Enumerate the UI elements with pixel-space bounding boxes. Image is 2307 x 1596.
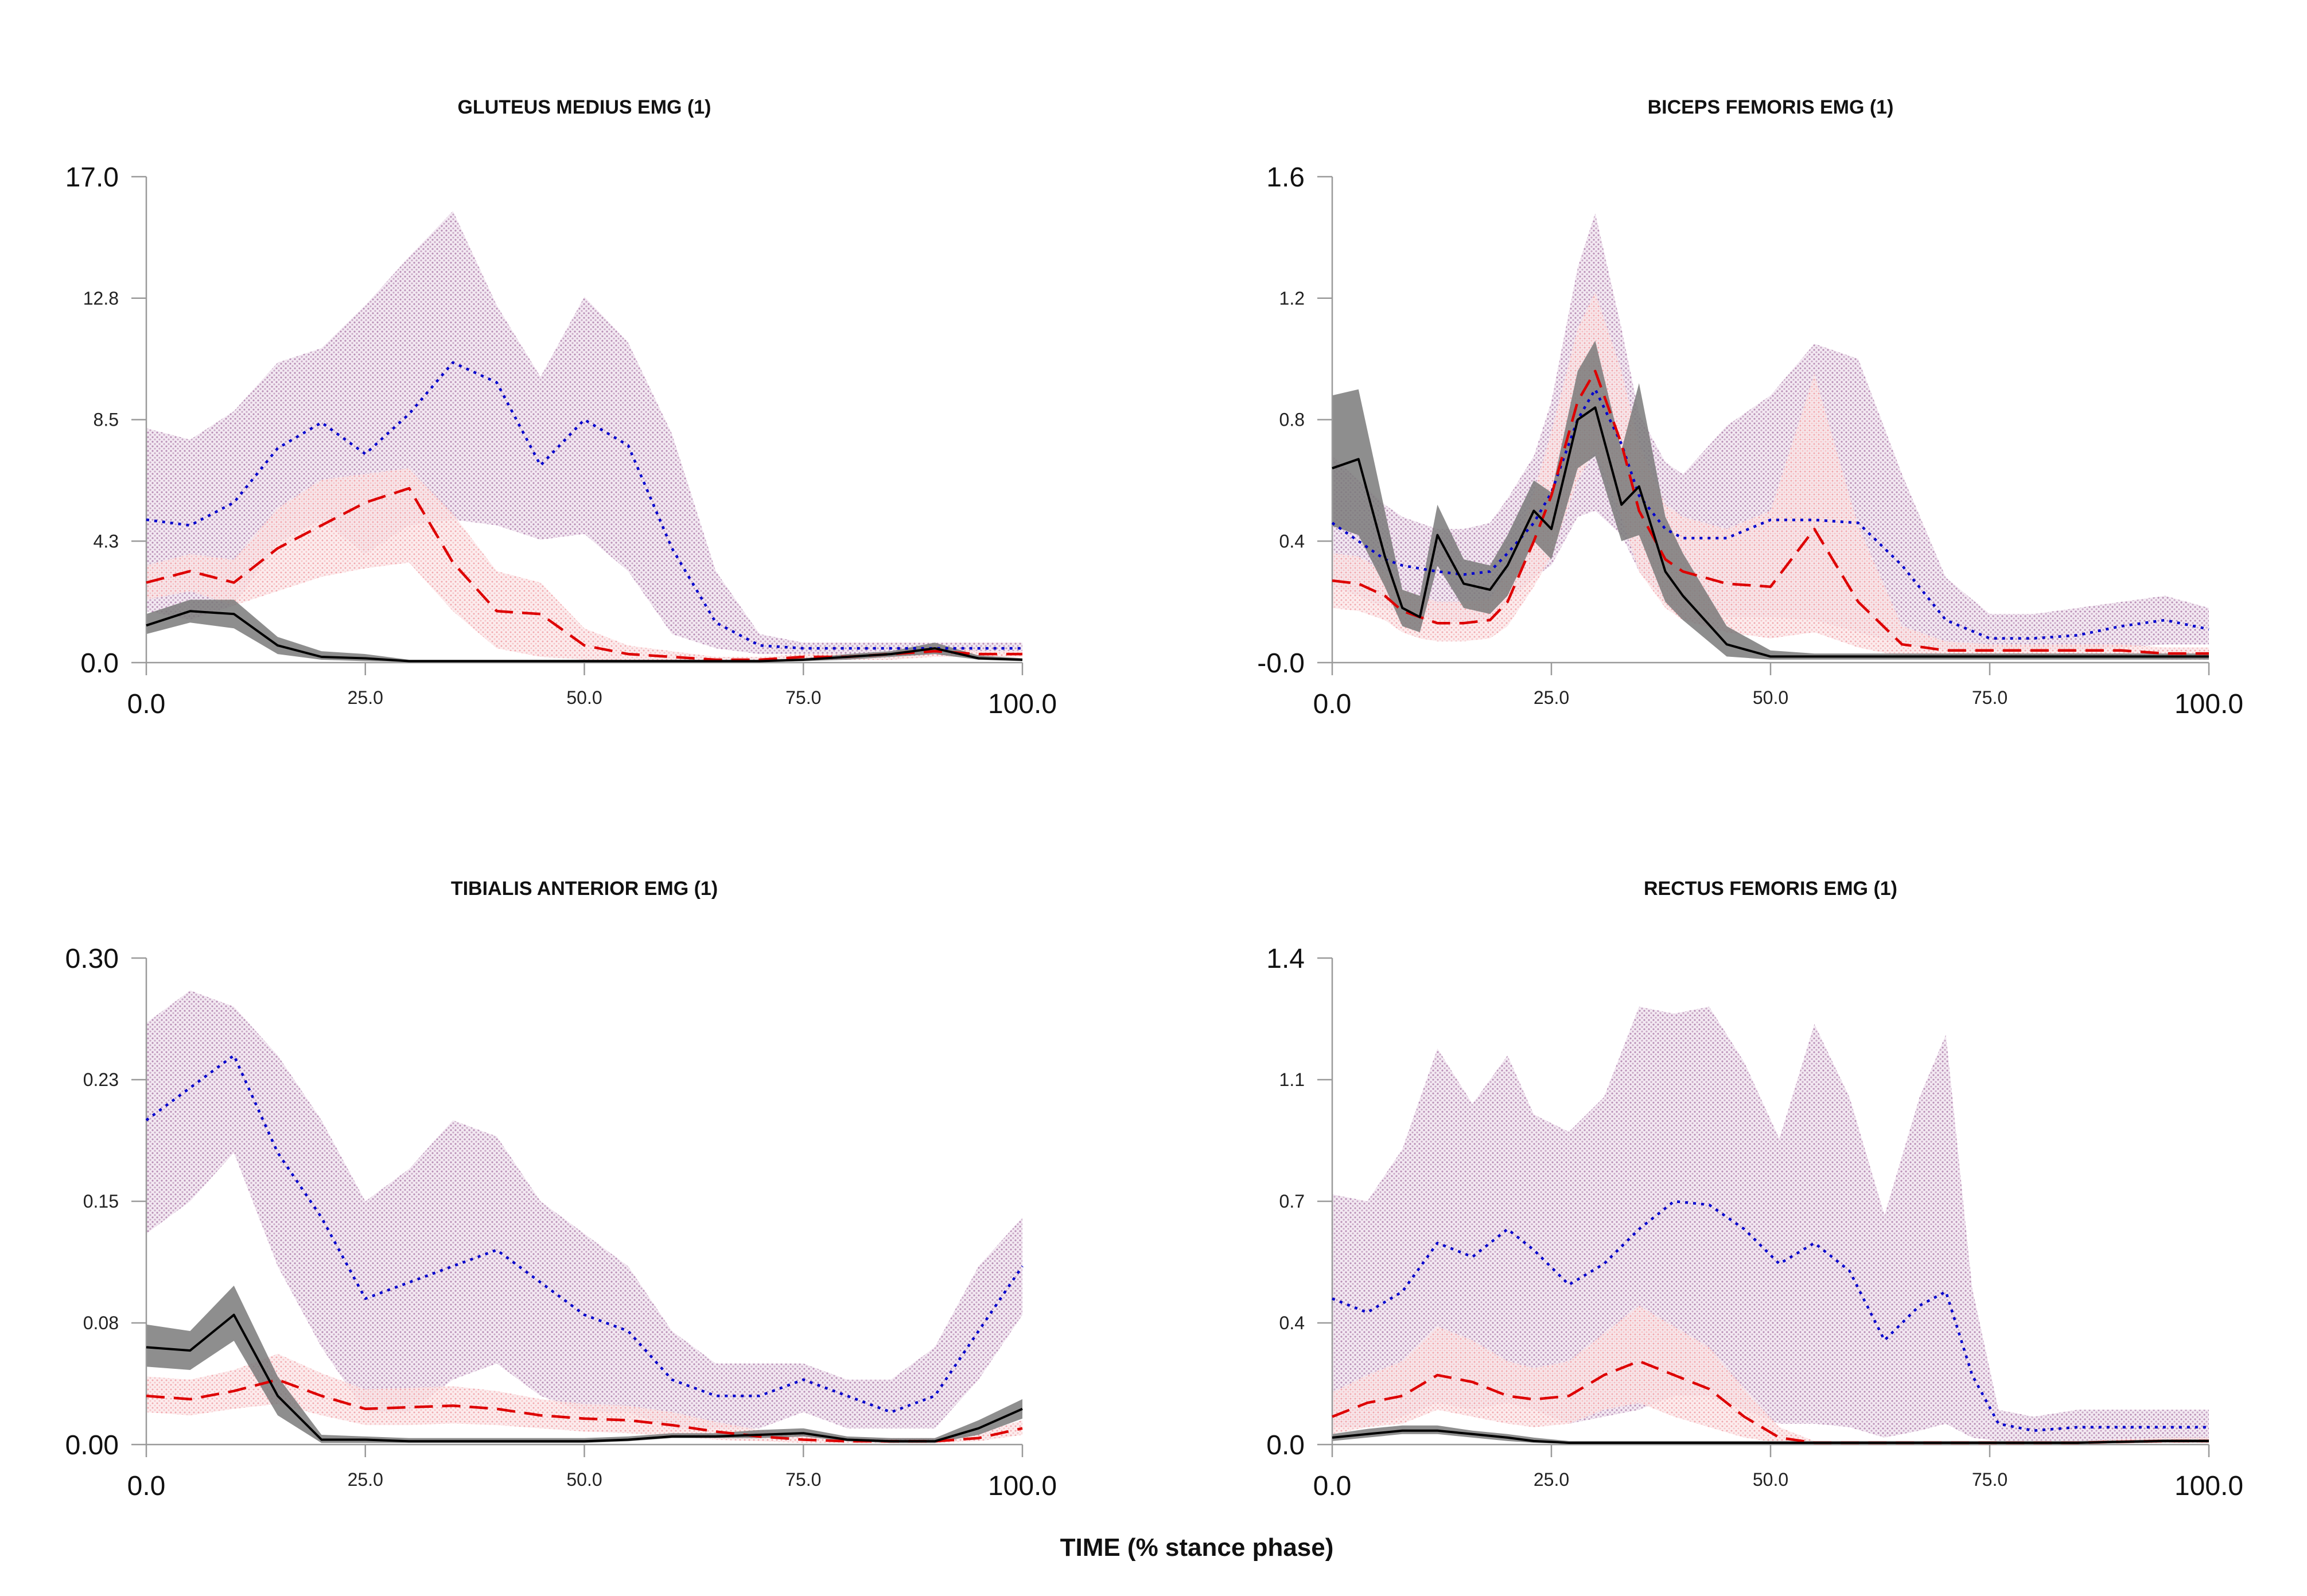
- chart-title: BICEPS FEMORIS EMG (1): [1648, 96, 1894, 118]
- x-tick-label: 50.0: [1753, 687, 1788, 708]
- x-tick-label: 25.0: [348, 687, 383, 708]
- x-tick-label: 50.0: [566, 1469, 602, 1490]
- y-tick-label: 4.3: [94, 531, 119, 551]
- sd-band-black-solid: [1332, 340, 2209, 660]
- y-tick-label: 0.0: [1266, 1430, 1305, 1461]
- y-tick-label: 0.15: [83, 1191, 119, 1212]
- x-tick-label: 25.0: [1534, 1469, 1569, 1490]
- y-tick-label: -0.0: [1257, 648, 1305, 679]
- series-line-control-dotted: [1331, 388, 2209, 640]
- sd-band-black-solid: [146, 1286, 1022, 1443]
- y-tick-label: 0.30: [65, 944, 119, 974]
- x-tick-label: 100.0: [988, 1471, 1057, 1501]
- x-tick-label: 100.0: [2174, 689, 2243, 719]
- chart-title: RECTUS FEMORIS EMG (1): [1644, 878, 1897, 900]
- y-tick-label: 0.7: [1279, 1191, 1305, 1212]
- x-tick-label: 25.0: [348, 1469, 383, 1490]
- x-tick-label: 0.0: [1313, 1471, 1352, 1501]
- x-tick-label: 100.0: [2174, 1471, 2243, 1501]
- sd-band-red-dashed: [1332, 1305, 2209, 1444]
- series-line-red-dashed: [146, 1378, 1023, 1443]
- x-tick-label: 75.0: [785, 1469, 821, 1490]
- y-tick-label: 17.0: [65, 162, 119, 193]
- chart-tibialis-anterior: TIBIALIS ANTERIOR EMG (1) 0.00 0.08 0.15 0.2…: [65, 878, 1057, 1501]
- x-tick-label: 0.0: [1313, 689, 1352, 719]
- x-tick-label: 50.0: [566, 687, 602, 708]
- series-line-control-dotted: [1332, 1200, 2209, 1432]
- chart-gluteus-medius: GLUTEUS MEDIUS EMG (1) 0.0 4.3 8.5 12.8 17.0 0…: [65, 96, 1057, 719]
- sd-band-red-dashed: [146, 468, 1022, 661]
- y-tick-label: 1.2: [1279, 288, 1305, 309]
- y-tick-label: 0.23: [83, 1069, 119, 1090]
- sd-band-control-dotted: [1332, 1006, 2209, 1441]
- y-tick-label: 0.08: [83, 1313, 119, 1333]
- series-line-black-solid: [146, 1313, 1023, 1443]
- x-tick-label: 75.0: [1972, 1469, 2008, 1490]
- chart-title: TIBIALIS ANTERIOR EMG (1): [451, 878, 718, 900]
- y-tick-label: 0.8: [1279, 410, 1305, 430]
- x-tick-label: 0.0: [127, 689, 166, 719]
- y-tick-label: 1.6: [1266, 162, 1305, 193]
- y-tick-label: 0.4: [1279, 531, 1305, 551]
- y-tick-label: 1.4: [1266, 944, 1305, 974]
- y-tick-label: 0.0: [80, 648, 119, 679]
- figure-x-axis-label: TIME (% stance phase): [1060, 1533, 1334, 1562]
- y-tick-label: 1.1: [1279, 1069, 1305, 1090]
- series-line-control-dotted: [145, 1054, 1024, 1414]
- series-line-black-solid: [146, 610, 1023, 663]
- x-tick-label: 50.0: [1753, 1469, 1788, 1490]
- sd-band-black-solid: [146, 600, 1022, 662]
- series-line-black-solid: [1332, 1429, 2209, 1444]
- chart-rectus-femoris: RECTUS FEMORIS EMG (1) 0.0 0.4 0.7 1.1 1.4 0.0…: [1266, 878, 2243, 1501]
- y-tick-label: 8.5: [94, 410, 119, 430]
- series-line-black-solid: [1332, 406, 2209, 658]
- y-tick-label: 0.4: [1279, 1313, 1305, 1333]
- x-tick-label: 100.0: [988, 689, 1057, 719]
- x-tick-label: 25.0: [1534, 687, 1569, 708]
- chart-biceps-femoris: BICEPS FEMORIS EMG (1) -0.0 0.4 0.8 1.2 1.6 0.…: [1257, 96, 2243, 719]
- sd-band-red-dashed: [146, 1353, 1022, 1443]
- chart-title: GLUTEUS MEDIUS EMG (1): [457, 96, 711, 118]
- y-tick-label: 0.00: [65, 1430, 119, 1461]
- series-line-red-dashed: [1332, 369, 2209, 655]
- x-tick-label: 0.0: [127, 1471, 166, 1501]
- y-tick-label: 12.8: [83, 288, 119, 309]
- series-line-red-dashed: [1332, 1360, 2209, 1445]
- x-tick-label: 75.0: [785, 687, 821, 708]
- x-tick-label: 75.0: [1972, 687, 2008, 708]
- sd-band-control-dotted: [146, 990, 1022, 1428]
